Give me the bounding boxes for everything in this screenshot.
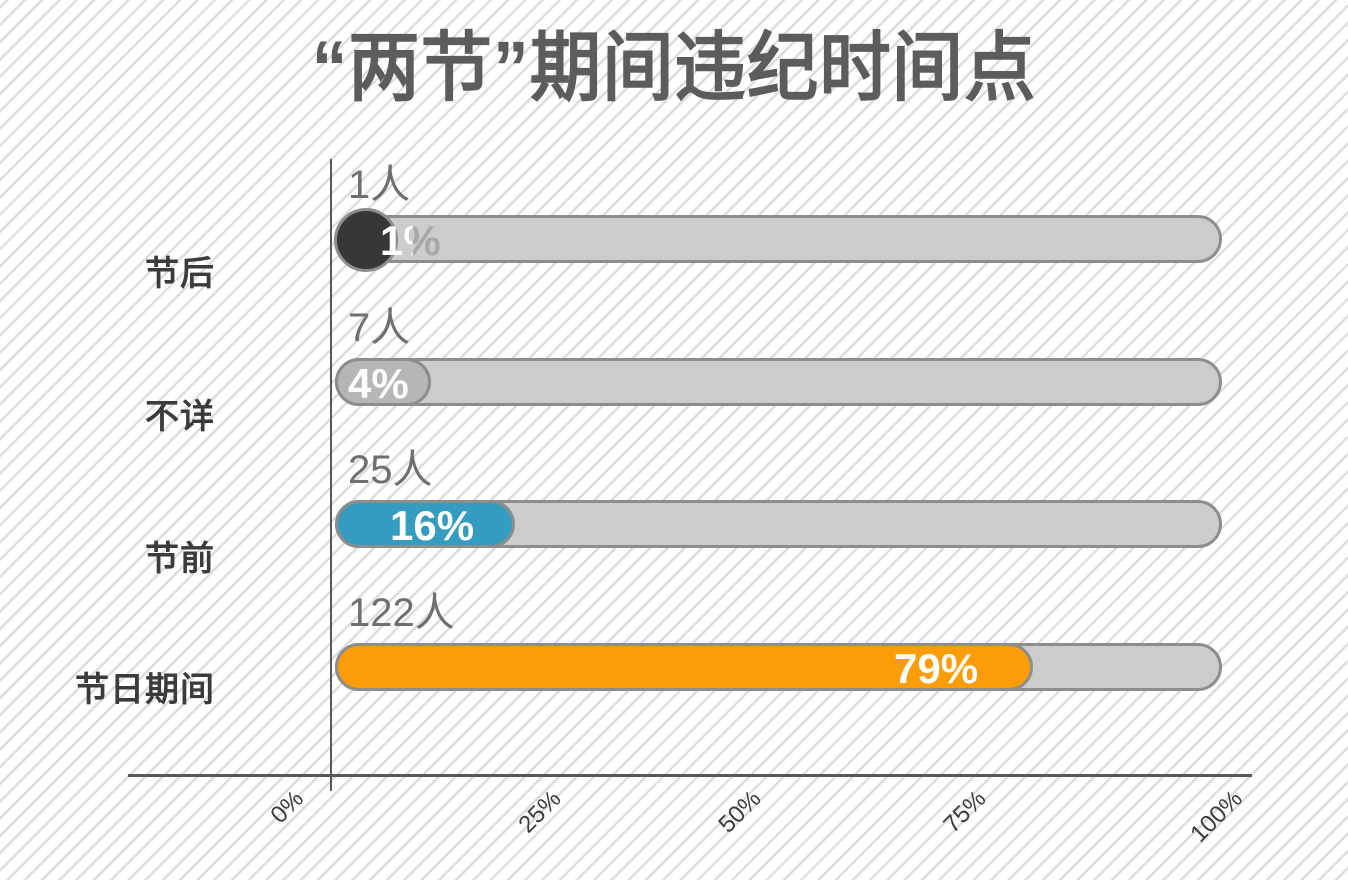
category-label-0: 节后 — [145, 255, 215, 293]
x-tick-label-4: 100% — [1185, 785, 1248, 848]
category-label-2: 节前 — [145, 540, 215, 578]
value-label-2: 16% — [390, 502, 475, 549]
value-label-1: 4% — [348, 360, 409, 407]
value-label-0: 1% — [380, 217, 441, 264]
bar-fill-3[interactable] — [335, 643, 1033, 691]
value-label-0-highlight: 1% — [380, 217, 441, 264]
y-axis-line — [330, 159, 332, 791]
category-label-3: 节日期间 — [75, 671, 215, 709]
category-label-1: 不详 — [145, 398, 215, 436]
x-tick-label-1: 25% — [513, 785, 567, 839]
count-label-3: 122人 — [348, 591, 455, 635]
bar-track-3[interactable]: 79% — [335, 643, 1222, 692]
x-tick-label-0: 0% — [265, 785, 310, 829]
count-label-0: 1人 — [348, 163, 411, 207]
chart-title: “两节”期间违纪时间点 — [311, 26, 1037, 111]
bar-fill-1[interactable] — [335, 358, 431, 406]
bar-track-2[interactable]: 16% — [335, 500, 1222, 549]
x-axis-line — [128, 774, 1252, 777]
x-tick-label-2: 50% — [713, 785, 767, 839]
bar-fill-2[interactable] — [335, 500, 515, 548]
bar-track-1[interactable]: 4% — [335, 358, 1222, 407]
bar-track-0[interactable]: 1% 1% — [334, 208, 1222, 272]
count-label-1: 7人 — [348, 306, 411, 350]
value-label-3: 79% — [894, 645, 979, 692]
bar-fill-0[interactable] — [334, 208, 398, 272]
count-label-2: 25人 — [348, 448, 433, 492]
x-tick-label-3: 75% — [938, 785, 992, 839]
